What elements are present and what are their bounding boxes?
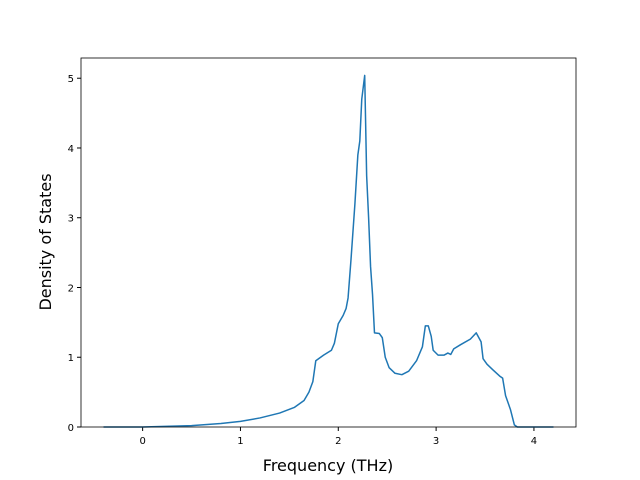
y-tick-label: 5 <box>68 74 74 85</box>
x-axis-label: Frequency (THz) <box>263 456 393 475</box>
x-tick-label: 3 <box>433 436 439 447</box>
y-tick-label: 3 <box>68 214 74 225</box>
y-tick-label: 0 <box>68 423 74 434</box>
line-series <box>103 74 554 428</box>
x-tick-label: 4 <box>531 436 537 447</box>
y-tick-label: 2 <box>68 283 74 294</box>
y-tick-label: 4 <box>68 144 74 155</box>
x-tick-label: 0 <box>139 436 145 447</box>
x-tick-label: 2 <box>335 436 341 447</box>
plot-frame <box>80 57 577 428</box>
x-tick-label: 1 <box>237 436 243 447</box>
y-axis-label: Density of States <box>36 173 55 310</box>
y-tick-label: 1 <box>68 353 74 364</box>
